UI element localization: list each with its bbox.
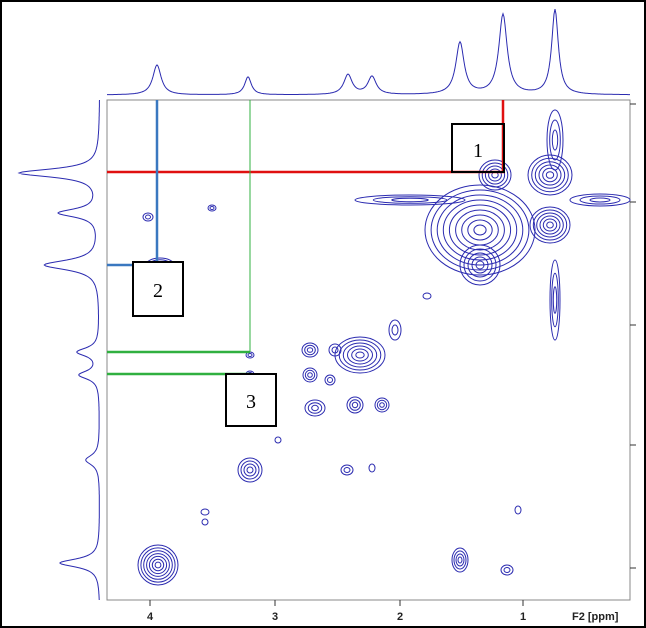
label-box: 2 (133, 262, 183, 316)
label-box: 3 (226, 374, 276, 426)
frame (1, 1, 645, 627)
x-axis-label: F2 [ppm] (572, 611, 619, 623)
box-label: 1 (473, 140, 483, 162)
x-tick-label: 3 (272, 611, 278, 623)
box-label: 2 (153, 280, 163, 302)
box-label: 3 (246, 391, 256, 413)
x-tick-label: 4 (147, 611, 154, 623)
x-tick-label: 2 (397, 611, 403, 623)
spectrum-figure: 1 2 3 4 3 2 1 F2 [ppm] (0, 0, 646, 628)
x-tick-label: 1 (520, 611, 526, 623)
